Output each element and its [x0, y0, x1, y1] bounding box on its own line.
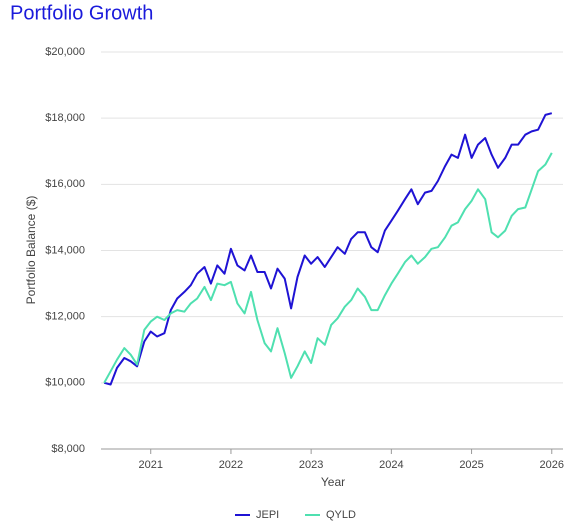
x-tick-label: 2024 — [379, 459, 403, 471]
y-tick-label: $8,000 — [51, 443, 85, 455]
y-tick-label: $16,000 — [45, 178, 85, 190]
legend-label: QYLD — [326, 509, 356, 521]
x-tick-label: 2025 — [459, 459, 483, 471]
y-tick-label: $10,000 — [45, 377, 85, 389]
y-tick-label: $12,000 — [45, 311, 85, 323]
series-line — [103, 152, 553, 384]
x-axis-label: Year — [321, 475, 345, 489]
x-tick-label: 2022 — [219, 459, 243, 471]
x-tick-label: 2021 — [138, 459, 162, 471]
series-line — [103, 112, 553, 386]
y-tick-label: $14,000 — [45, 244, 85, 256]
y-tick-label: $18,000 — [45, 112, 85, 124]
x-tick-label: 2026 — [540, 459, 564, 471]
chart-title: Portfolio Growth — [10, 2, 153, 24]
y-axis-label: Portfolio Balance ($) — [24, 196, 38, 305]
y-tick-label: $20,000 — [45, 46, 85, 58]
legend-label: JEPI — [256, 509, 279, 521]
x-tick-label: 2023 — [299, 459, 323, 471]
